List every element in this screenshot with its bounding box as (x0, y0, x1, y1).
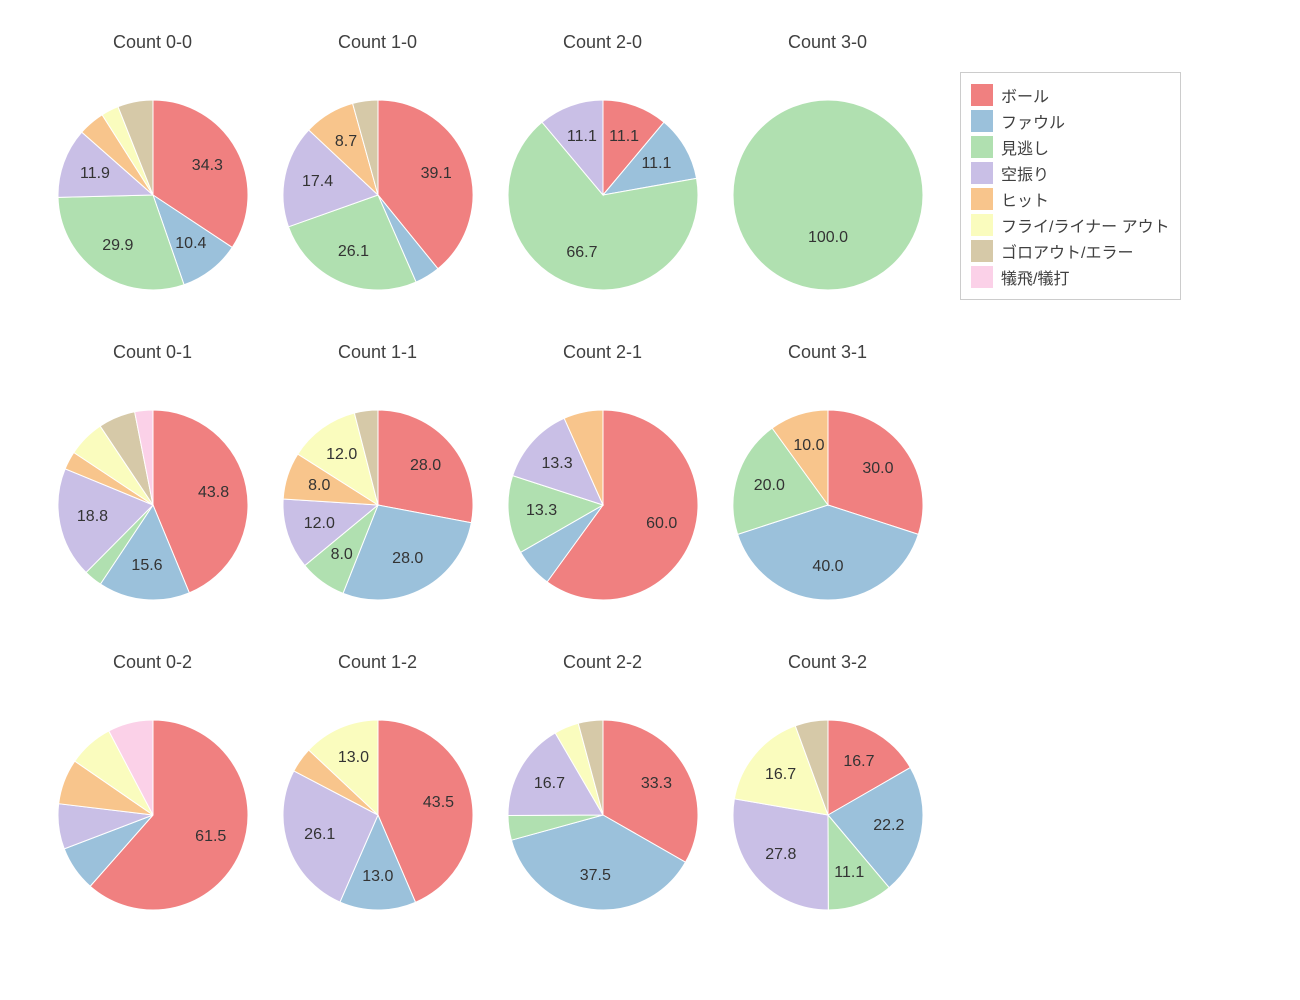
pie-chart: Count 0-143.815.618.8 (40, 320, 265, 630)
legend: ボールファウル見逃し空振りヒットフライ/ライナー アウトゴロアウト/エラー犠飛/… (960, 72, 1181, 300)
pie-chart: Count 3-216.722.211.127.816.7 (715, 630, 940, 940)
legend-label: ヒット (1001, 187, 1049, 211)
pie-svg (715, 320, 940, 630)
pie-chart: Count 0-034.310.429.911.9 (40, 10, 265, 320)
pie-slice (733, 799, 828, 910)
legend-item: ゴロアウト/エラー (971, 239, 1170, 263)
pie-chart: Count 2-233.337.516.7 (490, 630, 715, 940)
pie-slice (378, 410, 473, 523)
legend-swatch (971, 136, 993, 158)
chart-grid: Count 0-034.310.429.911.9Count 1-039.126… (0, 0, 1300, 1000)
legend-swatch (971, 214, 993, 236)
legend-swatch (971, 110, 993, 132)
pie-svg (40, 630, 265, 940)
legend-label: ゴロアウト/エラー (1001, 239, 1133, 263)
legend-swatch (971, 240, 993, 262)
pie-chart: Count 2-160.013.313.3 (490, 320, 715, 630)
pie-svg (490, 10, 715, 320)
legend-label: フライ/ライナー アウト (1001, 213, 1170, 237)
pie-slice (733, 100, 923, 290)
legend-label: 見逃し (1001, 135, 1049, 159)
pie-chart: Count 3-130.040.020.010.0 (715, 320, 940, 630)
pie-svg (265, 320, 490, 630)
legend-item: 見逃し (971, 135, 1170, 159)
legend-item: フライ/ライナー アウト (971, 213, 1170, 237)
pie-svg (40, 320, 265, 630)
legend-item: ファウル (971, 109, 1170, 133)
pie-svg (265, 10, 490, 320)
legend-label: ボール (1001, 83, 1049, 107)
legend-label: ファウル (1001, 109, 1065, 133)
legend-swatch (971, 84, 993, 106)
legend-item: 空振り (971, 161, 1170, 185)
pie-svg (490, 320, 715, 630)
pie-svg (715, 630, 940, 940)
legend-label: 空振り (1001, 161, 1049, 185)
pie-svg (265, 630, 490, 940)
legend-item: 犠飛/犠打 (971, 265, 1170, 289)
legend-swatch (971, 266, 993, 288)
legend-swatch (971, 162, 993, 184)
legend-item: ボール (971, 83, 1170, 107)
pie-chart: Count 1-128.028.08.012.08.012.0 (265, 320, 490, 630)
pie-chart: Count 0-261.5 (40, 630, 265, 940)
pie-chart: Count 1-243.513.026.113.0 (265, 630, 490, 940)
legend-swatch (971, 188, 993, 210)
pie-svg (40, 10, 265, 320)
pie-chart: Count 2-011.111.166.711.1 (490, 10, 715, 320)
pie-svg (490, 630, 715, 940)
pie-svg (715, 10, 940, 320)
legend-label: 犠飛/犠打 (1001, 265, 1069, 289)
legend-item: ヒット (971, 187, 1170, 211)
pie-chart: Count 3-0100.0 (715, 10, 940, 320)
pie-chart: Count 1-039.126.117.48.7 (265, 10, 490, 320)
